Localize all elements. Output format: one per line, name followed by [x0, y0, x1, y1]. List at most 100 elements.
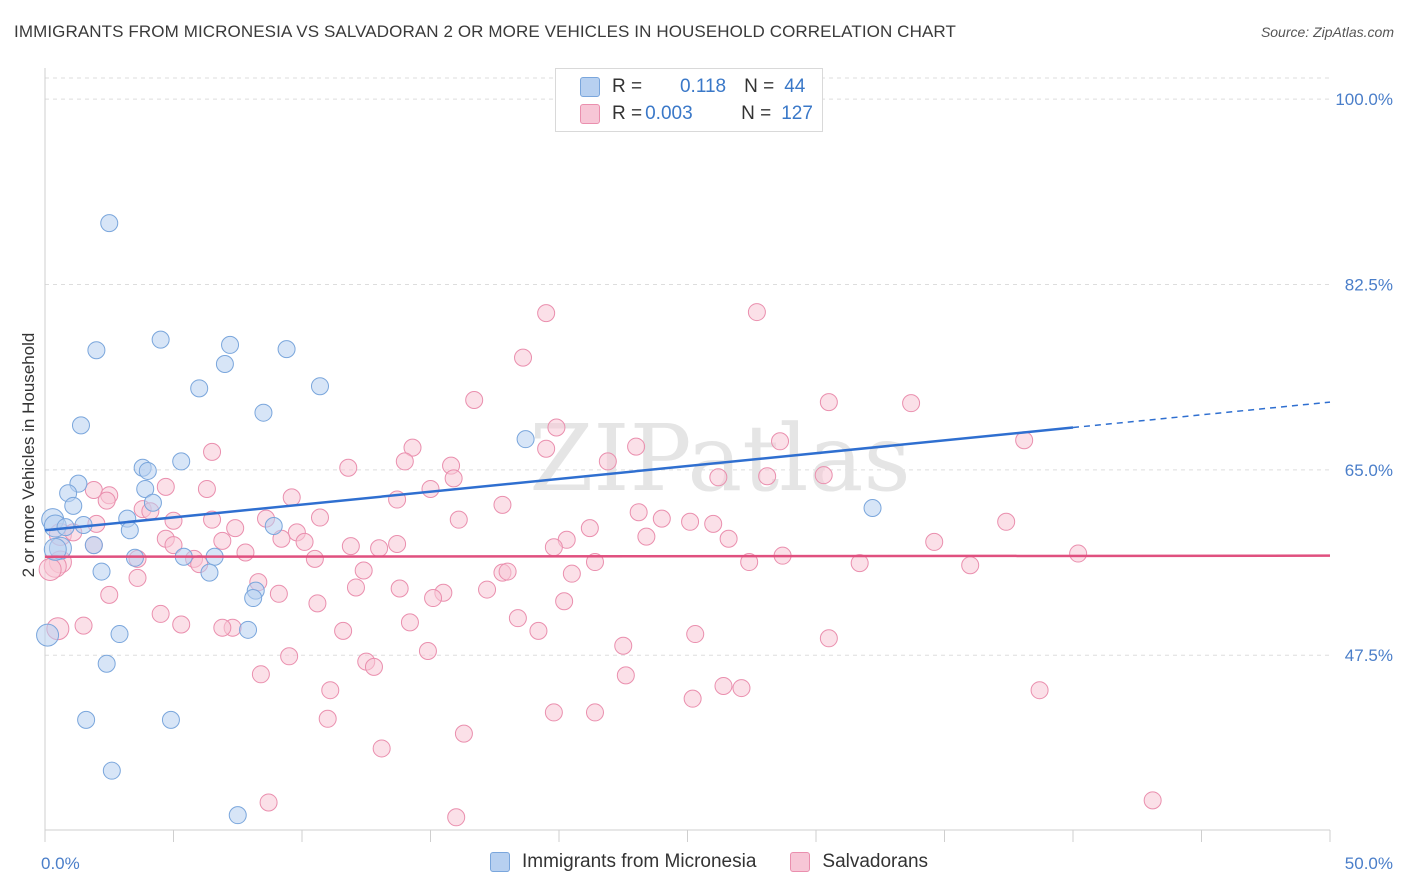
- salvadoran-point: [449, 510, 468, 529]
- salvadoran-point: [498, 562, 517, 581]
- salvadoran-point: [704, 514, 723, 533]
- micronesia-trend-extension: [1072, 401, 1331, 429]
- salvadoran-point: [925, 532, 944, 551]
- micronesia-point: [100, 214, 119, 233]
- salvadoran-point: [544, 703, 563, 722]
- micronesia-point: [92, 562, 111, 581]
- micronesia-point: [64, 496, 83, 515]
- salvadoran-point: [236, 543, 255, 562]
- micronesia-point: [36, 623, 60, 647]
- salvadoran-point: [629, 503, 648, 522]
- pink-swatch-icon: [580, 104, 600, 124]
- salvadoran-point: [709, 468, 728, 487]
- salvadoran-point: [758, 467, 777, 486]
- salvadoran-point: [318, 709, 337, 728]
- micronesia-point: [138, 461, 157, 480]
- legend-row-salvadorans: R = 0.003 N = 127: [580, 101, 813, 127]
- salvadoran-point: [339, 458, 358, 477]
- micronesia-point: [244, 589, 263, 608]
- salvadoran-point: [616, 666, 635, 685]
- source-note[interactable]: Source: ZipAtlas.com: [1260, 24, 1394, 40]
- micronesia-point: [97, 654, 116, 673]
- salvadoran-point: [403, 438, 422, 457]
- legend-label: Salvadorans: [822, 851, 929, 872]
- r-value: 0.003: [645, 103, 693, 124]
- salvadoran-point: [537, 439, 556, 458]
- salvadoran-point: [444, 469, 463, 488]
- salvadoran-point: [38, 557, 62, 581]
- salvadoran-point: [305, 549, 324, 568]
- salvadoran-point: [508, 609, 527, 628]
- salvadoran-point: [251, 665, 270, 684]
- axes: [44, 68, 1331, 842]
- salvadoran-point: [544, 538, 563, 557]
- salvadoran-point: [418, 642, 437, 661]
- salvadoran-point: [213, 531, 232, 550]
- salvadoran-point: [310, 508, 329, 527]
- series-legend: Immigrants from Micronesia Salvadorans: [490, 851, 962, 873]
- micronesia-point: [239, 620, 258, 639]
- micronesia-point: [87, 341, 106, 360]
- micronesia-point: [120, 521, 139, 540]
- micronesia-point: [228, 806, 247, 825]
- legend-row-micronesia: R = 0.118 N = 44: [580, 74, 805, 100]
- micronesia-point: [143, 493, 162, 512]
- blue-swatch-icon: [580, 77, 600, 97]
- salvadoran-point: [308, 594, 327, 613]
- micronesia-point: [43, 537, 67, 561]
- x-tick-label: 0.0%: [41, 854, 80, 873]
- salvadoran-point: [850, 554, 869, 573]
- salvadoran-point: [354, 561, 373, 580]
- salvadoran-point: [902, 394, 921, 413]
- salvadoran-point: [388, 535, 407, 554]
- salvadoran-point: [197, 479, 216, 498]
- salvadoran-point: [400, 613, 419, 632]
- salvadoran-point: [226, 519, 245, 538]
- salvadoran-point: [447, 808, 466, 827]
- salvadoran-point: [747, 303, 766, 322]
- blue-swatch-icon: [490, 852, 510, 872]
- salvadoran-point: [424, 589, 443, 608]
- salvadoran-point: [97, 491, 116, 510]
- micronesia-point: [190, 379, 209, 398]
- micronesia-point: [264, 517, 283, 536]
- salvadoran-point: [151, 604, 170, 623]
- salvadoran-point: [555, 592, 574, 611]
- micronesia-point: [277, 340, 296, 359]
- salvadoran-point: [997, 512, 1016, 531]
- salvadoran-point: [814, 466, 833, 485]
- salvadoran-point: [259, 793, 278, 812]
- micronesia-point: [102, 761, 121, 780]
- legend-item-salvadorans[interactable]: Salvadorans: [790, 851, 928, 873]
- salvadoran-point: [562, 564, 581, 583]
- salvadoran-point: [598, 452, 617, 471]
- r-label: R =: [612, 76, 643, 97]
- salvadoran-point: [740, 553, 759, 572]
- salvadoran-point: [537, 304, 556, 323]
- legend-item-micronesia[interactable]: Immigrants from Micronesia: [490, 851, 756, 873]
- y-tick-label: 82.5%: [1345, 276, 1393, 295]
- salvadoran-point: [295, 532, 314, 551]
- grid: [45, 77, 1330, 656]
- y-tick-label: 65.0%: [1345, 461, 1393, 480]
- micronesia-trend-line: [44, 426, 1074, 532]
- chart-title: IMMIGRANTS FROM MICRONESIA VS SALVADORAN…: [14, 22, 956, 41]
- watermark: ZIPatlas: [529, 405, 910, 512]
- r-label: R =: [612, 103, 643, 124]
- n-value: 44: [784, 76, 806, 97]
- salvadoran-point: [203, 442, 222, 461]
- salvadoran-point: [529, 621, 548, 640]
- salvadoran-point: [74, 616, 93, 635]
- r-value: 0.118: [679, 76, 727, 97]
- micronesia-point: [516, 430, 535, 449]
- salvadoran-point: [395, 452, 414, 471]
- micronesia-point: [172, 452, 191, 471]
- salvadoran-point: [961, 556, 980, 575]
- salvadoran-point: [128, 568, 147, 587]
- micronesia-point: [863, 499, 882, 518]
- salvadoran-point: [172, 615, 191, 634]
- y-axis-title: 2 or more Vehicles in Household: [19, 333, 38, 578]
- micronesia-point: [221, 335, 240, 354]
- micronesia-point: [151, 330, 170, 349]
